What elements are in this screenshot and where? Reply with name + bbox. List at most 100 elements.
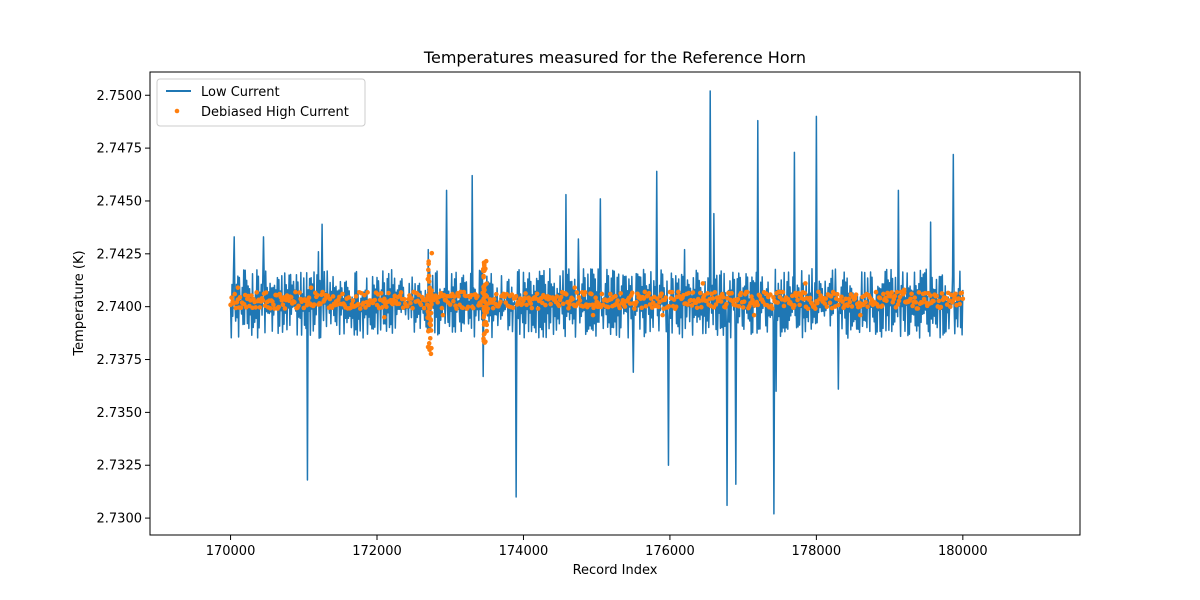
scatter-point xyxy=(306,295,312,301)
scatter-point xyxy=(607,291,613,297)
scatter-point xyxy=(428,318,434,323)
scatter-point xyxy=(481,322,487,327)
scatter-point xyxy=(629,290,635,296)
scatter-point xyxy=(646,290,652,296)
series-low-current xyxy=(229,90,964,515)
scatter-point xyxy=(253,305,258,310)
scatter-point xyxy=(685,302,691,307)
scatter-point xyxy=(873,289,879,295)
scatter-point xyxy=(853,292,859,297)
scatter-point xyxy=(729,290,734,296)
scatter-point xyxy=(254,290,259,295)
scatter-point xyxy=(428,351,434,357)
scatter-point xyxy=(292,299,297,305)
scatter-point xyxy=(823,296,829,301)
scatter-point xyxy=(845,303,851,309)
scatter-point xyxy=(481,332,487,337)
scatter-point xyxy=(382,314,387,320)
scatter-point xyxy=(398,290,404,295)
scatter-point xyxy=(481,304,487,310)
scatter-point xyxy=(566,305,571,311)
scatter-point xyxy=(481,308,487,314)
scatter-point xyxy=(308,285,314,290)
scatter-point xyxy=(470,305,476,311)
scatter-point xyxy=(400,305,406,311)
scatter-point xyxy=(669,289,675,295)
scatter-point xyxy=(613,293,618,299)
scatter-point xyxy=(632,306,637,311)
scatter-point xyxy=(828,294,834,299)
scatter-point xyxy=(482,287,487,293)
scatter-point xyxy=(956,296,961,301)
scatter-point xyxy=(724,301,729,307)
scatter-point xyxy=(426,273,432,279)
scatter-point xyxy=(897,294,903,300)
scatter-point xyxy=(605,304,611,310)
scatter-point xyxy=(263,290,269,295)
scatter-point xyxy=(452,294,457,299)
scatter-point xyxy=(792,303,797,308)
scatter-point xyxy=(634,299,639,305)
scatter-point xyxy=(643,303,649,309)
scatter-point xyxy=(396,301,402,307)
scatter-point xyxy=(372,297,378,303)
scatter-point xyxy=(535,306,541,311)
x-tick-label: 170000 xyxy=(206,544,256,559)
y-axis-label: Temperature (K) xyxy=(72,250,87,356)
scatter-point xyxy=(660,312,665,318)
scatter-point xyxy=(238,305,244,311)
scatter-point xyxy=(780,289,786,295)
scatter-point xyxy=(382,296,387,302)
scatter-point xyxy=(484,328,490,334)
scatter-point xyxy=(912,295,918,300)
scatter-point xyxy=(260,298,266,303)
scatter-point xyxy=(577,298,583,303)
scatter-point xyxy=(482,268,487,274)
scatter-point xyxy=(763,291,769,296)
scatter-point xyxy=(329,305,335,311)
scatter-point xyxy=(337,294,342,300)
scatter-point xyxy=(884,298,889,304)
scatter-point xyxy=(947,304,953,309)
scatter-point xyxy=(957,301,962,307)
scatter-point xyxy=(618,291,624,296)
scatter-point xyxy=(268,306,273,311)
scatter-point xyxy=(386,290,391,296)
scatter-point xyxy=(894,289,900,295)
scatter-point xyxy=(257,305,263,310)
scatter-point xyxy=(280,302,286,308)
scatter-point xyxy=(426,267,431,273)
x-tick-label: 176000 xyxy=(645,544,695,559)
scatter-point xyxy=(271,302,276,308)
scatter-point xyxy=(934,293,939,299)
scatter-point xyxy=(229,295,234,300)
scatter-point xyxy=(781,303,787,309)
scatter-point xyxy=(771,295,776,300)
scatter-point xyxy=(741,299,747,304)
scatter-point xyxy=(802,290,808,296)
scatter-point xyxy=(418,302,424,308)
scatter-point xyxy=(425,293,430,299)
y-tick-label: 2.7300 xyxy=(97,512,143,527)
scatter-point xyxy=(622,304,628,309)
scatter-point xyxy=(655,296,660,301)
scatter-point xyxy=(353,294,359,299)
scatter-point xyxy=(768,292,773,297)
scatter-point xyxy=(671,297,677,302)
scatter-point xyxy=(363,305,368,310)
scatter-point xyxy=(318,301,323,307)
scatter-point xyxy=(564,292,569,297)
scatter-point xyxy=(807,295,813,301)
scatter-point xyxy=(426,310,431,316)
scatter-point xyxy=(481,312,487,318)
scatter-point xyxy=(697,290,703,296)
scatter-point xyxy=(589,291,594,297)
scatter-point xyxy=(365,290,370,295)
scatter-point xyxy=(690,290,696,295)
scatter-point xyxy=(901,287,907,293)
scatter-point xyxy=(427,285,432,291)
scatter-point xyxy=(325,293,331,299)
y-tick-label: 2.7450 xyxy=(97,194,143,209)
scatter-point xyxy=(232,291,238,297)
